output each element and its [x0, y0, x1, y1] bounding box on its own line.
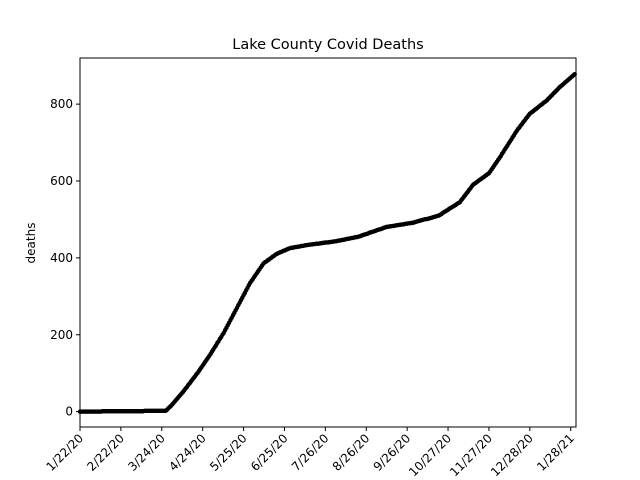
plot-frame [79, 57, 577, 428]
x-tick-label: 1/28/21 [534, 431, 577, 474]
x-tick-label: 5/25/20 [207, 431, 250, 474]
x-tick-label: 2/22/20 [84, 431, 127, 474]
x-tick-label: 8/26/20 [330, 431, 373, 474]
y-tick-label: 600 [50, 174, 73, 188]
x-tick-label: 6/25/20 [248, 431, 291, 474]
x-tick-label: 12/28/20 [488, 431, 536, 479]
y-axis-label: deaths [24, 223, 38, 264]
x-tick-label: 1/22/20 [44, 431, 87, 474]
x-axis: 1/22/202/22/203/24/204/24/205/25/206/25/… [44, 427, 577, 479]
y-axis: 0 200 400 600 800 [50, 97, 80, 419]
x-tick-label: 3/24/20 [125, 431, 168, 474]
data-points [77, 71, 577, 414]
y-tick-label: 0 [65, 405, 73, 419]
x-tick-label: 7/26/20 [289, 431, 332, 474]
chart-title: Lake County Covid Deaths [232, 37, 423, 53]
x-tick-label: 4/24/20 [166, 431, 209, 474]
x-tick-label: 11/27/20 [447, 431, 495, 479]
x-tick-label: 10/27/20 [406, 431, 454, 479]
y-tick-label: 400 [50, 251, 73, 265]
y-tick-label: 800 [50, 97, 73, 111]
y-tick-label: 200 [50, 328, 73, 342]
